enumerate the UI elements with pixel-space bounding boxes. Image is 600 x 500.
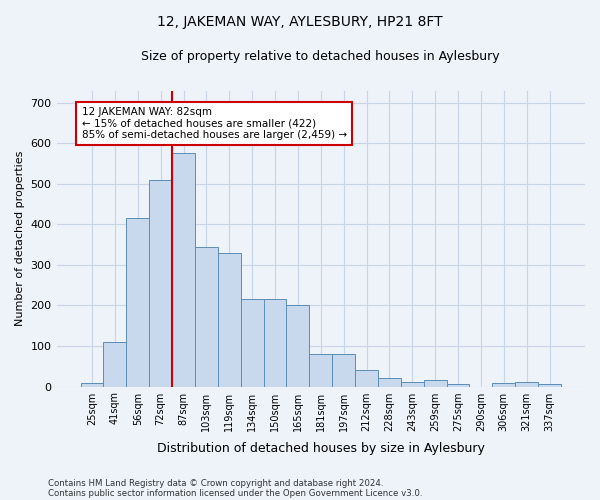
Bar bbox=[195, 246, 218, 386]
Text: 12 JAKEMAN WAY: 82sqm
← 15% of detached houses are smaller (422)
85% of semi-det: 12 JAKEMAN WAY: 82sqm ← 15% of detached … bbox=[82, 107, 347, 140]
X-axis label: Distribution of detached houses by size in Aylesbury: Distribution of detached houses by size … bbox=[157, 442, 485, 455]
Bar bbox=[446, 384, 469, 386]
Bar bbox=[149, 180, 172, 386]
Bar bbox=[538, 384, 561, 386]
Bar bbox=[286, 306, 310, 386]
Bar bbox=[241, 300, 263, 386]
Bar bbox=[332, 354, 355, 386]
Text: 12, JAKEMAN WAY, AYLESBURY, HP21 8FT: 12, JAKEMAN WAY, AYLESBURY, HP21 8FT bbox=[157, 15, 443, 29]
Text: Contains public sector information licensed under the Open Government Licence v3: Contains public sector information licen… bbox=[48, 488, 422, 498]
Text: Contains HM Land Registry data © Crown copyright and database right 2024.: Contains HM Land Registry data © Crown c… bbox=[48, 478, 383, 488]
Bar bbox=[263, 300, 286, 386]
Bar bbox=[424, 380, 446, 386]
Bar bbox=[218, 252, 241, 386]
Bar bbox=[401, 382, 424, 386]
Bar bbox=[127, 218, 149, 386]
Y-axis label: Number of detached properties: Number of detached properties bbox=[15, 151, 25, 326]
Bar bbox=[515, 382, 538, 386]
Bar bbox=[493, 384, 515, 386]
Bar bbox=[80, 384, 103, 386]
Title: Size of property relative to detached houses in Aylesbury: Size of property relative to detached ho… bbox=[142, 50, 500, 63]
Bar bbox=[355, 370, 378, 386]
Bar bbox=[172, 154, 195, 386]
Bar bbox=[103, 342, 127, 386]
Bar bbox=[310, 354, 332, 386]
Bar bbox=[378, 378, 401, 386]
